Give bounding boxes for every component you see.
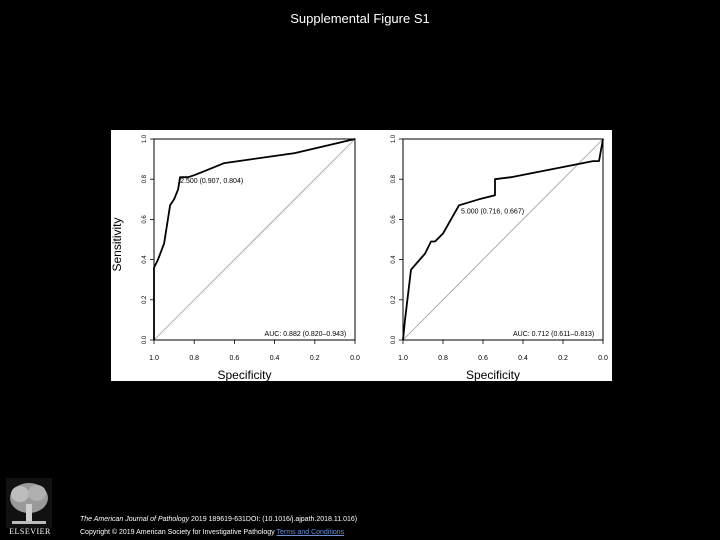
chart-1-y-axis-label: Sensitivity [111, 217, 124, 271]
citation-doi: 2019 189619-631DOI: (10.1016/j.ajpath.20… [189, 516, 358, 523]
chart-2-y-tick-label: 0.0 [391, 335, 397, 344]
roc-figure: 0.0 0.2 0.4 0.6 0.8 1.0 1.0 0.8 0.6 0.4 0.2 0.0 Spec… [111, 130, 612, 381]
chart-2-x-tick-label: 0.8 [438, 355, 448, 362]
chart-2-roc-curve [402, 138, 604, 341]
chart-2-threshold-label: 5.000 (0.716, 0.667) [461, 208, 524, 215]
chart-1-frame [153, 138, 356, 341]
chart-2-x-axis-label: Specificity [466, 368, 520, 381]
chart-2-x-tick-label: 0.4 [518, 355, 528, 362]
elsevier-tree-logo [6, 478, 52, 536]
chart-2-reference-line [402, 138, 604, 341]
chart-1-threshold-label: 2.500 (0.907, 0.804) [180, 178, 243, 185]
chart-1-x-tick-label: 0.8 [189, 355, 199, 362]
chart-1-y-tick-label: 1.0 [142, 134, 148, 143]
chart-2-y-tick-label: 0.8 [391, 174, 397, 183]
chart-2-y-tick-label: 1.0 [391, 134, 397, 143]
chart-1-y-tick-label: 0.2 [142, 295, 148, 304]
terms-link[interactable]: Terms and Conditions [276, 529, 345, 536]
chart-2-auc-label: AUC: 0.712 (0.611–0.813) [513, 331, 594, 338]
chart-2-x-tick-label: 0.0 [598, 355, 608, 362]
journal-name: The American Journal of Pathology [80, 516, 190, 523]
citation-block: The American Journal of Pathology 2019 1… [80, 513, 357, 539]
chart-2-x-tick-label: 0.6 [478, 355, 488, 362]
chart-1-x-axis-label: Specificity [217, 368, 271, 381]
chart-2-y-tick-label: 0.2 [391, 295, 397, 304]
publisher-name: ELSEVIER [9, 527, 51, 536]
chart-2-x-tick-label: 0.2 [558, 355, 568, 362]
chart-1-y-tick-label: 0.8 [142, 174, 148, 183]
chart-2-y-tick-label: 0.4 [391, 255, 397, 264]
chart-1-auc-label: AUC: 0.882 (0.820–0.943) [265, 331, 347, 338]
roc-charts: 0.0 0.2 0.4 0.6 0.8 1.0 1.0 0.8 0.6 0.4 0.2 0.0 Spec… [111, 134, 608, 381]
chart-1-x-tick-label: 0.0 [350, 355, 360, 362]
chart-1-y-tick-label: 0.4 [142, 255, 148, 264]
slide-title: Supplemental Figure S1 [290, 11, 430, 26]
copyright-text: Copyright © 2019 American Society for In… [80, 529, 277, 536]
copyright-line: Copyright © 2019 American Society for In… [80, 526, 357, 539]
chart-1-x-tick-label: 0.6 [230, 355, 240, 362]
chart-1-y-tick-label: 0.0 [142, 335, 148, 344]
chart-2-frame [402, 138, 604, 341]
chart-1-x-tick-label: 0.4 [270, 355, 280, 362]
chart-1-x-tick-label: 1.0 [149, 355, 159, 362]
chart-1-reference-line [153, 138, 356, 341]
chart-1-roc-curve [153, 138, 356, 340]
citation-line: The American Journal of Pathology 2019 1… [80, 513, 357, 526]
chart-2-y-tick-label: 0.6 [391, 215, 397, 224]
chart-1-x-tick-label: 0.2 [310, 355, 320, 362]
chart-1-y-tick-label: 0.6 [142, 215, 148, 224]
chart-2-x-tick-label: 1.0 [398, 355, 408, 362]
